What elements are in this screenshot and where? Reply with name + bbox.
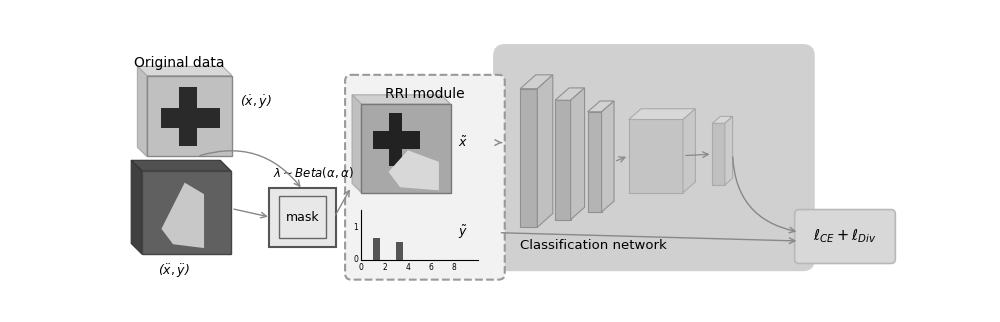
Polygon shape (179, 87, 197, 147)
FancyBboxPatch shape (373, 239, 380, 260)
Polygon shape (588, 112, 602, 212)
Text: $\ell_{CE} + \ell_{Div}$: $\ell_{CE} + \ell_{Div}$ (813, 228, 877, 245)
Polygon shape (137, 66, 147, 156)
Text: 0: 0 (353, 255, 358, 264)
Polygon shape (520, 75, 553, 89)
Polygon shape (131, 160, 142, 254)
FancyBboxPatch shape (269, 188, 336, 247)
Text: RRI module: RRI module (385, 87, 465, 101)
Text: ($\dot{x}, \dot{y}$): ($\dot{x}, \dot{y}$) (240, 94, 271, 111)
Polygon shape (137, 66, 232, 76)
Polygon shape (683, 109, 695, 193)
Polygon shape (602, 101, 614, 212)
Polygon shape (361, 104, 450, 193)
Text: ($\ddot{x}, \ddot{y}$): ($\ddot{x}, \ddot{y}$) (158, 262, 189, 280)
Polygon shape (629, 119, 683, 193)
Polygon shape (388, 150, 439, 190)
Text: $\tilde{x}$: $\tilde{x}$ (458, 135, 468, 150)
Polygon shape (555, 100, 571, 220)
FancyBboxPatch shape (493, 44, 815, 271)
Polygon shape (537, 75, 553, 227)
Text: 8: 8 (452, 263, 457, 272)
Polygon shape (373, 131, 420, 149)
Text: 1: 1 (354, 223, 358, 232)
Text: Classification network: Classification network (520, 239, 667, 252)
Polygon shape (712, 117, 733, 123)
Text: $\tilde{y}$: $\tilde{y}$ (458, 224, 468, 242)
Text: mask: mask (286, 211, 319, 224)
Text: 4: 4 (405, 263, 410, 272)
Polygon shape (725, 117, 733, 185)
Polygon shape (142, 171, 231, 254)
Text: 0: 0 (359, 263, 364, 272)
Polygon shape (147, 76, 232, 156)
Polygon shape (629, 109, 695, 119)
Polygon shape (161, 183, 204, 248)
Polygon shape (352, 95, 361, 193)
Polygon shape (588, 101, 614, 112)
FancyBboxPatch shape (345, 75, 505, 279)
Polygon shape (352, 95, 450, 104)
Text: Original data: Original data (134, 56, 225, 70)
Text: 2: 2 (382, 263, 387, 272)
FancyBboxPatch shape (795, 210, 895, 263)
Polygon shape (520, 89, 537, 227)
Polygon shape (388, 113, 402, 166)
Polygon shape (131, 160, 231, 171)
Polygon shape (571, 88, 585, 220)
Polygon shape (161, 108, 220, 128)
Polygon shape (712, 123, 725, 185)
Text: $\lambda{\sim}Beta(\alpha,\alpha)$: $\lambda{\sim}Beta(\alpha,\alpha)$ (273, 165, 354, 180)
Polygon shape (555, 88, 585, 100)
Text: 6: 6 (429, 263, 434, 272)
FancyBboxPatch shape (396, 242, 403, 260)
